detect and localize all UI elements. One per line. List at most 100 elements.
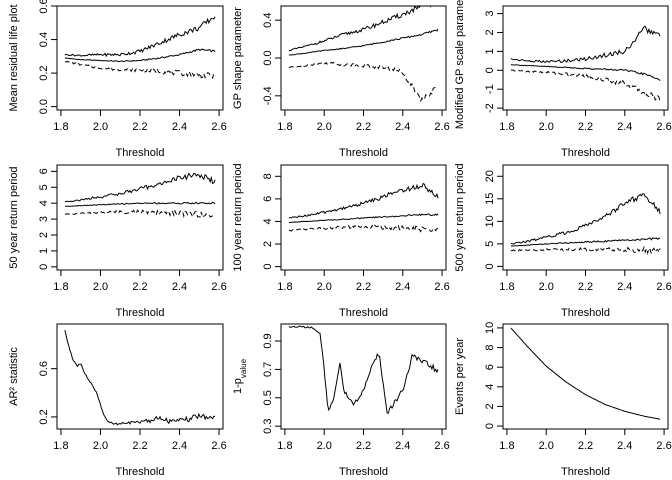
y-tick-label: 8 xyxy=(262,173,274,179)
series-1-p xyxy=(288,325,439,414)
y-axis-title-subscript: value xyxy=(239,358,248,378)
y-tick-label: 0.5 xyxy=(262,390,274,405)
y-tick-label: -2 xyxy=(484,103,496,113)
x-axis-title: Threshold xyxy=(561,147,610,159)
x-tick-label: 2.4 xyxy=(172,440,187,452)
x-tick-label: 2.0 xyxy=(317,121,332,133)
series-lower xyxy=(64,209,216,219)
x-axis-title: Threshold xyxy=(339,307,388,319)
y-tick-label: 0.2 xyxy=(38,409,50,424)
plot-frame xyxy=(56,323,224,430)
x-tick-label: 2.0 xyxy=(317,440,332,452)
series-lower xyxy=(288,224,439,233)
y-tick-label: -1 xyxy=(484,84,496,94)
series-AR2 xyxy=(64,329,216,426)
y-axis-title: 500 year return period xyxy=(454,163,466,271)
y-axis-title: GP shape parameter xyxy=(232,7,244,109)
series-lower xyxy=(64,60,216,79)
y-axis-title: 100 year return period xyxy=(232,163,244,271)
series-estimate xyxy=(64,48,216,63)
y-tick-label: 4 xyxy=(484,384,496,390)
x-tick-label: 2.0 xyxy=(93,121,108,133)
panel-1: 1.8 2.0 2.2 2.4 2.6 0.0 0.2 0.4 0.6 Threshold Mean… xyxy=(8,0,227,159)
x-axis-title: Threshold xyxy=(116,307,165,319)
plot-frame xyxy=(56,164,224,271)
series-lower xyxy=(288,61,439,103)
x-tick-label: 2.6 xyxy=(211,440,226,452)
series-upper xyxy=(288,182,439,219)
y-tick-label: 0 xyxy=(484,67,496,73)
plot-frame xyxy=(280,5,447,111)
x-tick-label: 2.4 xyxy=(395,121,410,133)
y-tick-label: 15 xyxy=(484,193,496,205)
y-tick-label: 5 xyxy=(484,241,496,247)
x-axis-title: Threshold xyxy=(339,466,388,478)
x-tick-label: 2.0 xyxy=(93,440,108,452)
x-tick-label: 1.8 xyxy=(499,281,514,293)
x-tick-label: 2.4 xyxy=(172,281,187,293)
plot-frame xyxy=(502,323,669,430)
y-tick-label: 0.0 xyxy=(38,99,50,114)
x-tick-label: 2.2 xyxy=(356,281,371,293)
series-lower xyxy=(510,245,661,256)
series-estimate xyxy=(288,28,439,56)
x-tick-label: 2.2 xyxy=(578,440,593,452)
x-tick-label: 2.6 xyxy=(434,281,449,293)
x-tick-label: 2.4 xyxy=(617,281,632,293)
x-tick-label: 2.2 xyxy=(132,440,147,452)
x-tick-label: 2.6 xyxy=(211,281,226,293)
plot-frame xyxy=(502,164,669,271)
y-tick-label: 4 xyxy=(38,200,50,206)
y-tick-label: 1 xyxy=(38,248,50,254)
panel-3: 1.8 2.0 2.2 2.4 2.6 -2 -1 0 1 2 3 Threshold Modified… xyxy=(454,0,672,159)
y-tick-label: 2 xyxy=(38,232,50,238)
series-estimate xyxy=(510,237,661,247)
series-estimate xyxy=(510,64,661,82)
x-tick-label: 1.8 xyxy=(277,121,292,133)
x-tick-label: 2.4 xyxy=(395,281,410,293)
series-upper xyxy=(64,16,216,58)
x-tick-label: 1.8 xyxy=(277,281,292,293)
y-tick-label: 2 xyxy=(484,29,496,35)
y-tick-label: 0.6 xyxy=(38,0,50,14)
plot-frame xyxy=(502,5,669,111)
x-tick-label: 2.2 xyxy=(578,281,593,293)
y-tick-label: 4 xyxy=(262,218,274,224)
y-tick-label: 3 xyxy=(38,216,50,222)
series-upper xyxy=(510,193,661,245)
x-tick-label: 2.4 xyxy=(617,440,632,452)
y-tick-label: 10 xyxy=(484,322,496,334)
y-tick-label: 0 xyxy=(484,263,496,269)
series-estimate xyxy=(288,213,439,224)
y-axis-title: AR² statistic xyxy=(8,347,20,406)
y-tick-label: 3 xyxy=(484,11,496,17)
y-tick-label: 0 xyxy=(262,264,274,270)
y-tick-label: 6 xyxy=(38,168,50,174)
x-tick-label: 1.8 xyxy=(277,440,292,452)
x-axis-title: Threshold xyxy=(561,307,610,319)
y-tick-label: 0.7 xyxy=(262,362,274,377)
series-estimate xyxy=(64,201,216,207)
panel-7: 1.8 2.0 2.2 2.4 2.6 0.2 0.6 Threshold AR² statis… xyxy=(8,323,227,478)
y-tick-label: 0.2 xyxy=(38,65,50,80)
x-tick-label: 2.6 xyxy=(211,121,226,133)
y-tick-label: 2 xyxy=(262,241,274,247)
x-tick-label: 1.8 xyxy=(499,440,514,452)
y-tick-label: 0.4 xyxy=(38,32,50,47)
x-tick-label: 1.8 xyxy=(499,121,514,133)
y-tick-label: 8 xyxy=(484,344,496,350)
plot-frame xyxy=(280,323,447,430)
panel-2: 1.8 2.0 2.2 2.4 2.6 -0.4 0.0 0.4 Threshold GP sha… xyxy=(232,5,450,159)
x-tick-label: 2.0 xyxy=(539,440,554,452)
x-tick-label: 2.4 xyxy=(395,440,410,452)
x-axis-title: Threshold xyxy=(339,147,388,159)
x-axis-title: Threshold xyxy=(561,466,610,478)
y-tick-label: 20 xyxy=(484,170,496,182)
y-axis-title: 50 year return period xyxy=(8,166,20,268)
series-events xyxy=(510,327,661,420)
x-tick-label: 1.8 xyxy=(53,121,68,133)
y-tick-label: 0.4 xyxy=(262,13,274,28)
y-axis-title: Mean residual life plot xyxy=(8,4,20,111)
y-tick-label: 5 xyxy=(38,184,50,190)
y-tick-label: 0 xyxy=(484,423,496,429)
